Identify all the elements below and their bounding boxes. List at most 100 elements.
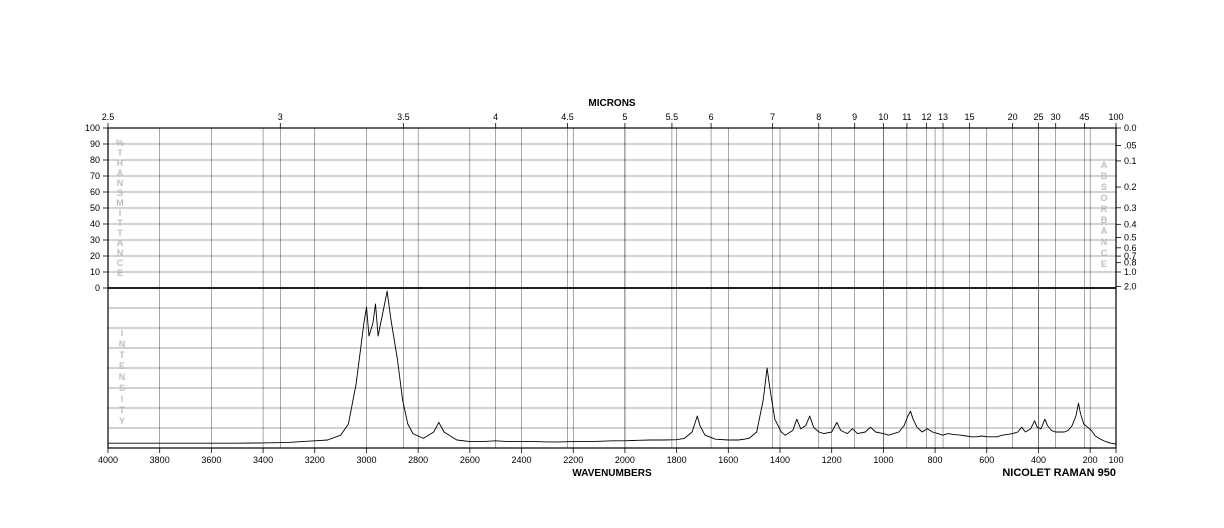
top-tick-label: 7	[770, 112, 775, 122]
top-tick-label: 5.5	[666, 112, 679, 122]
left-tick-label: 60	[90, 187, 100, 197]
svg-text:A: A	[1101, 160, 1108, 170]
svg-text:C: C	[1101, 248, 1108, 258]
svg-text:E: E	[119, 361, 125, 371]
svg-text:E: E	[117, 268, 123, 278]
right-tick-label: 0.5	[1124, 232, 1137, 242]
bottom-tick-label: 200	[1083, 455, 1098, 465]
svg-text:T: T	[117, 148, 123, 158]
bottom-tick-label: 3400	[253, 455, 273, 465]
bottom-tick-label: 3800	[150, 455, 170, 465]
right-tick-label: .05	[1124, 140, 1137, 150]
svg-text:A: A	[117, 238, 124, 248]
svg-text:O: O	[1100, 193, 1107, 203]
bottom-tick-label: 2200	[563, 455, 583, 465]
bottom-tick-label: 3600	[201, 455, 221, 465]
top-tick-label: 20	[1008, 112, 1018, 122]
top-axis-title: MICRONS	[588, 98, 636, 109]
intensity-label: INTENSITY	[119, 328, 126, 426]
top-tick-label: 2.5	[102, 112, 115, 122]
svg-text:N: N	[119, 372, 126, 382]
svg-text:I: I	[121, 394, 124, 404]
right-tick-label: 0.0	[1124, 123, 1137, 133]
bottom-tick-label: 1000	[873, 455, 893, 465]
left-tick-label: 10	[90, 267, 100, 277]
top-tick-label: 4	[493, 112, 498, 122]
left-tick-label: 100	[85, 123, 100, 133]
bottom-tick-label: 800	[928, 455, 943, 465]
left-tick-label: 0	[95, 283, 100, 293]
bottom-tick-label: 3000	[356, 455, 376, 465]
right-tick-label: 0.4	[1124, 219, 1137, 229]
svg-text:S: S	[119, 383, 125, 393]
bottom-tick-label: 600	[979, 455, 994, 465]
bottom-tick-label: 2400	[512, 455, 532, 465]
top-tick-label: 8	[816, 112, 821, 122]
svg-text:T: T	[117, 228, 123, 238]
right-tick-label: 2.0	[1124, 281, 1137, 291]
svg-text:T: T	[119, 350, 125, 360]
svg-text:%: %	[116, 138, 124, 148]
top-tick-label: 3.5	[397, 112, 410, 122]
svg-text:A: A	[117, 168, 124, 178]
absorbance-label: ABSORBANCE	[1100, 160, 1107, 269]
left-tick-label: 20	[90, 251, 100, 261]
right-tick-label: 1.0	[1124, 267, 1137, 277]
left-tick-label: 30	[90, 235, 100, 245]
svg-text:A: A	[1101, 226, 1108, 236]
svg-text:E: E	[1101, 259, 1107, 269]
right-tick-label: 0.3	[1124, 203, 1137, 213]
bottom-tick-label: 4000	[98, 455, 118, 465]
top-tick-label: 4.5	[561, 112, 574, 122]
top-tick-label: 3	[278, 112, 283, 122]
bottom-tick-label: 2000	[615, 455, 635, 465]
left-tick-label: 80	[90, 155, 100, 165]
svg-text:T: T	[119, 405, 125, 415]
bottom-axis-title: WAVENUMBERS	[572, 468, 652, 479]
left-tick-label: 50	[90, 203, 100, 213]
left-tick-label: 40	[90, 219, 100, 229]
svg-text:B: B	[1101, 171, 1108, 181]
top-tick-label: 15	[965, 112, 975, 122]
svg-text:S: S	[1101, 182, 1107, 192]
svg-text:N: N	[1101, 237, 1108, 247]
spectrum-figure: 2.533.544.555.56789101112131520253045100…	[0, 0, 1224, 528]
left-tick-label: 90	[90, 139, 100, 149]
top-tick-label: 6	[709, 112, 714, 122]
bottom-tick-label: 100	[1108, 455, 1123, 465]
top-tick-label: 25	[1033, 112, 1043, 122]
svg-text:B: B	[1101, 215, 1108, 225]
svg-text:S: S	[117, 188, 123, 198]
bottom-tick-label: 1600	[718, 455, 738, 465]
bottom-tick-label: 2800	[408, 455, 428, 465]
top-tick-label: 30	[1051, 112, 1061, 122]
bottom-tick-label: 3200	[305, 455, 325, 465]
bottom-tick-label: 2600	[460, 455, 480, 465]
svg-text:I: I	[119, 208, 122, 218]
bottom-tick-label: 1400	[770, 455, 790, 465]
svg-text:Y: Y	[119, 416, 125, 426]
svg-text:C: C	[117, 258, 124, 268]
top-tick-label: 9	[852, 112, 857, 122]
bottom-tick-label: 1800	[667, 455, 687, 465]
svg-text:M: M	[116, 198, 124, 208]
top-tick-label: 5	[622, 112, 627, 122]
bottom-tick-label: 400	[1031, 455, 1046, 465]
svg-text:R: R	[1101, 204, 1108, 214]
top-tick-label: 13	[938, 112, 948, 122]
svg-text:N: N	[119, 339, 126, 349]
top-tick-label: 12	[921, 112, 931, 122]
left-tick-label: 70	[90, 171, 100, 181]
brand-label: NICOLET RAMAN 950	[1002, 467, 1116, 479]
right-tick-label: 0.1	[1124, 156, 1137, 166]
top-tick-label: 10	[878, 112, 888, 122]
top-tick-label: 100	[1108, 112, 1123, 122]
top-tick-label: 11	[902, 112, 911, 122]
svg-text:T: T	[117, 218, 123, 228]
right-tick-label: 0.2	[1124, 182, 1137, 192]
svg-text:R: R	[117, 158, 124, 168]
svg-text:N: N	[117, 178, 124, 188]
svg-text:I: I	[121, 328, 124, 338]
top-tick-label: 45	[1079, 112, 1089, 122]
svg-text:N: N	[117, 248, 124, 258]
